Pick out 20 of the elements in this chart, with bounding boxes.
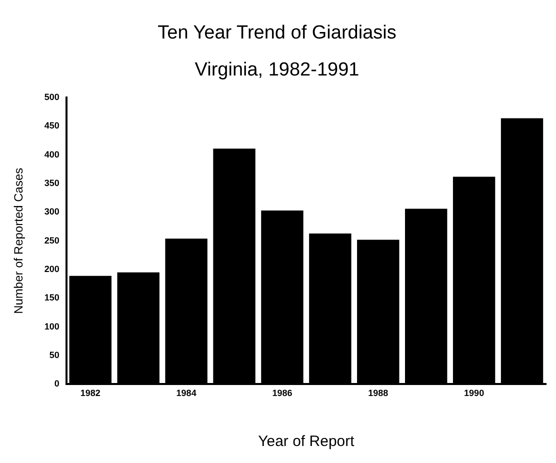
y-axis-title: Number of Reported Cases	[12, 168, 26, 314]
y-tick-label: 150	[44, 292, 60, 303]
y-tick-label: 500	[44, 92, 60, 102]
x-axis-title: Year of Report	[258, 433, 356, 450]
x-tick-label: 1984	[176, 388, 196, 398]
x-tick-label: 1986	[272, 388, 292, 398]
chart-title: Ten Year Trend of Giardiasis	[158, 22, 396, 44]
x-tick-label: 1990	[464, 388, 484, 398]
y-tick-label: 200	[44, 264, 60, 274]
y-tick-label: 300	[44, 206, 60, 217]
y-tick-label: 450	[44, 120, 60, 131]
y-tick-label: 400	[44, 149, 60, 160]
y-tick-label: 50	[49, 350, 60, 360]
x-tick-label: 1988	[368, 388, 388, 398]
y-tick-label: 250	[44, 235, 60, 246]
y-tick-label: 100	[44, 321, 60, 332]
x-tick-label: 1982	[80, 388, 100, 398]
y-tick-label: 350	[44, 178, 60, 188]
chart-subtitle: Virginia, 1982-1991	[194, 59, 360, 80]
y-tick-label: 0	[54, 378, 60, 389]
